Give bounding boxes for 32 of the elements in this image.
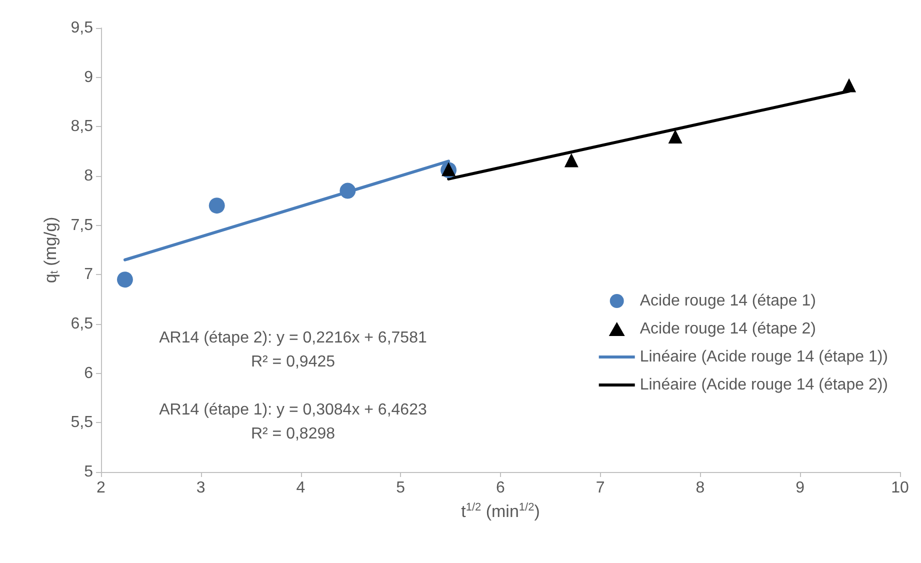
legend-label: Linéaire (Acide rouge 14 (étape 1)) — [640, 348, 888, 366]
legend-label: Acide rouge 14 (étape 2) — [640, 320, 816, 338]
x-tick-label: 3 — [196, 480, 206, 496]
x-tick-label: 7 — [596, 480, 605, 496]
x-tick-label: 2 — [96, 480, 106, 496]
x-tick-label: 10 — [891, 480, 909, 496]
y-tick-label: 7,5 — [70, 216, 94, 234]
point — [564, 153, 578, 168]
legend-label: Acide rouge 14 (étape 1) — [640, 292, 816, 310]
x-tick-label: 5 — [396, 480, 406, 496]
y-tick-label: 7 — [84, 266, 94, 284]
y-tick-label: 9 — [84, 68, 94, 86]
y-tick-label: 8 — [84, 168, 94, 184]
point — [116, 272, 133, 288]
y-tick-label: 5 — [84, 464, 94, 480]
y-tick-label: 8,5 — [70, 118, 94, 136]
y-tick-label: 6,5 — [70, 316, 94, 332]
point — [668, 130, 682, 144]
annotation: AR14 (étape 2): y = 0,2216x + 6,7581 R² = 0,9425 — [159, 330, 427, 370]
point — [208, 198, 225, 214]
x-tick-label: 8 — [696, 480, 705, 496]
point — [842, 78, 856, 92]
y-tick-label: 9,5 — [70, 20, 94, 36]
x-tick-label: 4 — [296, 480, 306, 496]
y-axis-title: qt (mg/g) — [40, 216, 60, 284]
annotation: AR14 (étape 1): y = 0,3084x + 6,4623 R² = 0,8298 — [159, 402, 427, 442]
y-tick-label: 6 — [84, 364, 94, 382]
y-tick-label: 5,5 — [70, 414, 94, 432]
legend-label: Linéaire (Acide rouge 14 (étape 2)) — [640, 376, 888, 394]
x-tick-label: 9 — [796, 480, 805, 496]
point — [340, 182, 356, 199]
x-tick-label: 6 — [496, 480, 506, 496]
